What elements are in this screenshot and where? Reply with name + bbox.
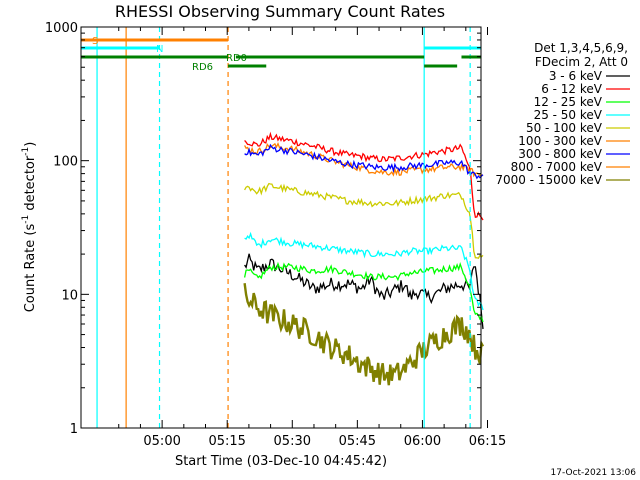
series-line xyxy=(243,283,485,386)
annotation-label: N xyxy=(156,44,163,55)
legend-entry-label: 25 - 50 keV xyxy=(534,108,603,122)
x-tick-label: 06:15 xyxy=(469,434,506,449)
x-tick-label: 06:00 xyxy=(404,434,441,449)
legend-entry-label: 6 - 12 keV xyxy=(541,82,603,96)
y-axis-label-sup: -1 xyxy=(21,215,31,224)
legend-entry-label: 800 - 7000 keV xyxy=(511,160,603,174)
x-tick-label: 05:15 xyxy=(208,434,245,449)
chart-title: RHESSI Observing Summary Count Rates xyxy=(115,2,445,21)
y-tick-label: 100 xyxy=(53,155,78,170)
x-tick-label: 05:45 xyxy=(339,434,376,449)
plot-frame xyxy=(80,26,482,429)
legend-entry-label: 3 - 6 keV xyxy=(549,69,603,83)
legend-entry-label: 100 - 300 keV xyxy=(518,134,602,148)
x-tick-label: 05:30 xyxy=(274,434,311,449)
legend-header-line1: Det 1,3,4,5,6,9, xyxy=(534,41,628,55)
series-line xyxy=(244,142,484,178)
series-line xyxy=(244,182,484,259)
y-axis-label-close: ) xyxy=(23,142,38,147)
y-axis: 1 10 100 1000 xyxy=(45,21,481,437)
timestamp: 17-Oct-2021 13:06 xyxy=(551,468,637,478)
annotation-label: RD0 xyxy=(226,53,247,64)
legend-header-line2: FDecim 2, Att 0 xyxy=(535,55,628,69)
series-line xyxy=(243,261,484,323)
y-axis-label-mid: detector xyxy=(23,155,38,215)
plot-area: S N RD0 RD6 xyxy=(81,27,485,428)
y-axis-label: Count Rate (s-1 detector-1) xyxy=(21,142,38,313)
x-tick-label: 05:00 xyxy=(143,434,180,449)
series-line xyxy=(244,131,484,221)
series-line xyxy=(244,231,484,311)
legend-entry-label: 7000 - 15000 keV xyxy=(495,173,602,187)
annotation-label: S xyxy=(92,36,98,47)
annotation-label: RD6 xyxy=(192,62,213,73)
legend: Det 1,3,4,5,6,9, FDecim 2, Att 0 3 - 6 k… xyxy=(495,41,630,187)
x-axis-label: Start Time (03-Dec-10 04:45:42) xyxy=(175,454,387,469)
x-axis: 05:00 05:15 05:30 05:45 06:00 06:15 xyxy=(118,27,506,449)
y-tick-label: 1000 xyxy=(45,21,78,36)
y-axis-label-main: Count Rate (s xyxy=(23,224,38,313)
y-tick-label: 10 xyxy=(61,288,78,303)
series-line xyxy=(244,143,484,180)
legend-entry-label: 300 - 800 keV xyxy=(518,147,602,161)
legend-entry-label: 12 - 25 keV xyxy=(534,95,603,109)
legend-entry-label: 50 - 100 keV xyxy=(526,121,603,135)
y-axis-label-sup2: -1 xyxy=(21,147,31,156)
y-tick-label: 1 xyxy=(70,422,78,437)
